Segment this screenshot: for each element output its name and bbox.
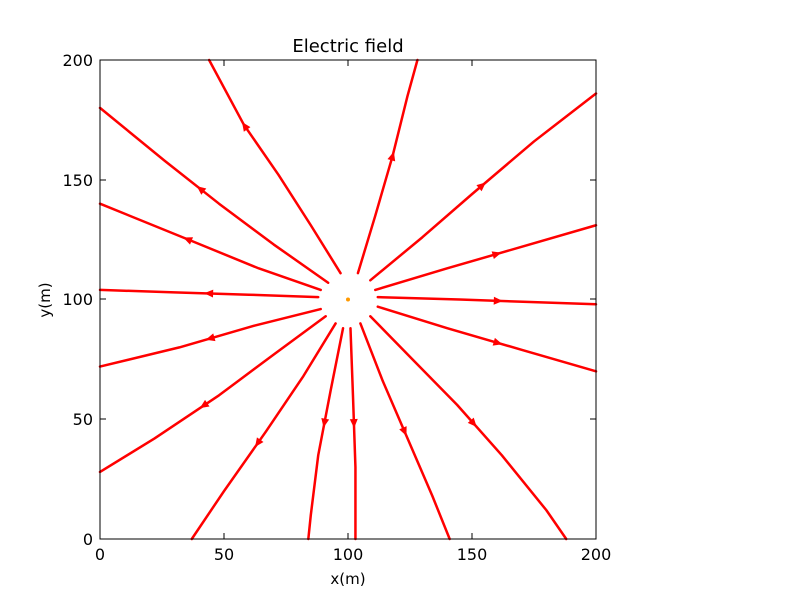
y-tick: 150 [62,171,596,190]
streamline-arrow [467,417,477,427]
streamline [374,224,598,292]
y-tick-label: 100 [62,290,93,309]
y-tick: 0 [83,530,596,549]
y-tick: 50 [73,410,596,429]
x-tick-label: 0 [95,545,105,564]
streamline-arrow [204,289,214,298]
x-tick: 50 [214,60,234,564]
streamline-arrow [255,437,264,448]
streamline-arrow [196,186,207,195]
x-tick-label: 100 [333,545,364,564]
x-tick: 0 [95,60,105,564]
streamline-arrow [183,237,194,245]
streamline [369,92,598,282]
streamline [376,295,598,306]
point-charge [346,297,350,302]
streamline [369,315,568,541]
streamline [359,322,451,541]
streamline [98,315,327,474]
x-tick: 100 [333,60,364,564]
y-tick: 200 [62,51,596,70]
streamline-arrow [476,182,486,192]
streamline-arrow [492,337,503,346]
x-axis-label: x(m) [330,570,365,588]
y-axis-label: y(m) [36,282,54,317]
streamline-arrow [321,417,330,428]
y-tick-label: 50 [73,410,93,429]
streamline [98,106,330,284]
streamline [207,58,342,275]
streamline-arrow [242,122,251,132]
x-axis-ticks: 0 50 100 150 200 [95,60,611,564]
streamlines [98,58,598,541]
x-tick: 200 [581,60,612,564]
streamline-arrow [491,251,502,260]
x-tick-label: 200 [581,545,612,564]
streamline [307,326,345,541]
streamline-arrow [493,296,503,305]
y-tick-label: 150 [62,171,93,190]
x-tick-label: 50 [214,545,234,564]
streamline-arrow [387,151,396,162]
streamline-arrow [205,333,216,342]
y-tick-label: 0 [83,530,93,549]
y-tick-label: 200 [62,51,93,70]
y-axis-ticks: 0 50 100 150 200 [62,51,596,549]
x-tick: 150 [457,60,488,564]
streamline [190,322,337,541]
streamline [349,326,357,541]
streamline [356,58,419,275]
streamline-arrow [349,418,358,429]
streamline [376,305,598,373]
chart-title: Electric field [292,36,403,57]
x-tick-label: 150 [457,545,488,564]
streamline-arrow [399,426,407,437]
streamline [98,202,322,292]
y-tick: 100 [62,290,596,309]
streamline [98,307,322,368]
streamline-arrow [199,399,210,409]
